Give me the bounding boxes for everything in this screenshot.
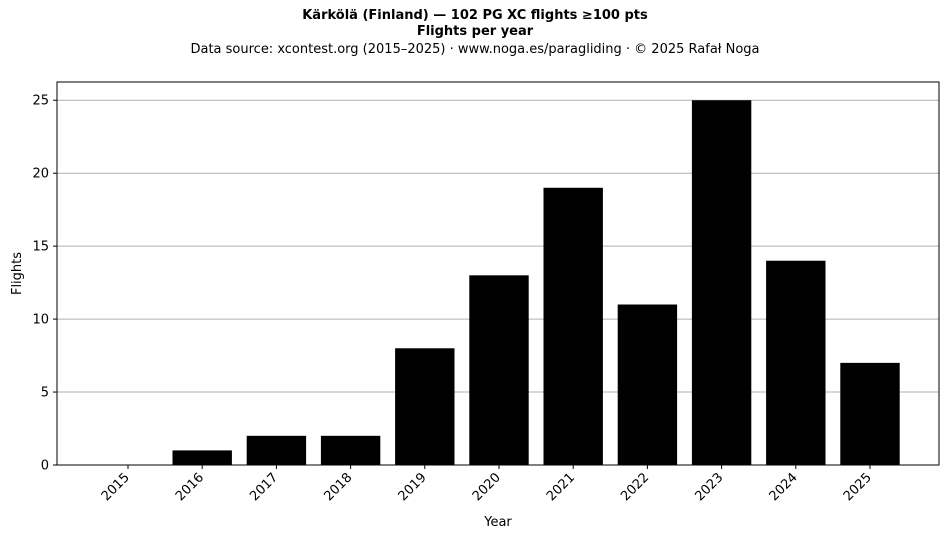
- x-tick-label: 2019: [396, 470, 430, 504]
- y-axis: 0 5 10 15 20 25: [32, 94, 57, 474]
- bar: [395, 348, 455, 465]
- y-tick-label: 0: [41, 459, 49, 474]
- y-tick-label: 25: [32, 94, 49, 109]
- bar: [320, 435, 381, 465]
- x-tick-label: 2023: [692, 470, 726, 504]
- bar: [840, 362, 900, 465]
- x-tick-label: 2018: [321, 470, 355, 504]
- x-tick-label: 2017: [247, 470, 281, 504]
- x-tick-label: 2022: [618, 470, 652, 504]
- plot-frame: [56, 81, 940, 466]
- x-tick-label: 2015: [99, 470, 133, 504]
- bar: [172, 450, 232, 465]
- x-tick-label: 2024: [767, 470, 801, 504]
- x-axis: 2015 2016 2017 2018 2019 2020 2021 2022 2023 2024…: [99, 465, 875, 504]
- bar: [617, 304, 678, 465]
- y-tick-label: 5: [41, 386, 49, 401]
- y-axis-label: Flights: [10, 252, 25, 295]
- chart-source-note: Data source: xcontest.org (2015–2025) · …: [190, 42, 760, 57]
- bar: [246, 435, 307, 465]
- bars: [172, 100, 900, 465]
- bar: [543, 187, 603, 465]
- bar: [766, 260, 826, 465]
- x-tick-label: 2021: [544, 470, 578, 504]
- bar: [691, 100, 752, 465]
- chart-subtitle: Flights per year: [416, 24, 534, 39]
- y-tick-label: 15: [32, 240, 49, 255]
- chart-title-block: Kärkölä (Finland) — 102 PG XC flights ≥1…: [0, 8, 950, 59]
- x-axis-label: Year: [483, 515, 512, 530]
- y-tick-label: 10: [32, 313, 49, 328]
- x-tick-label: 2016: [173, 470, 207, 504]
- bar: [469, 275, 529, 465]
- chart-title: Kärkölä (Finland) — 102 PG XC flights ≥1…: [302, 8, 648, 23]
- x-tick-label: 2025: [841, 470, 875, 504]
- x-tick-label: 2020: [470, 470, 504, 504]
- y-tick-label: 20: [32, 167, 49, 182]
